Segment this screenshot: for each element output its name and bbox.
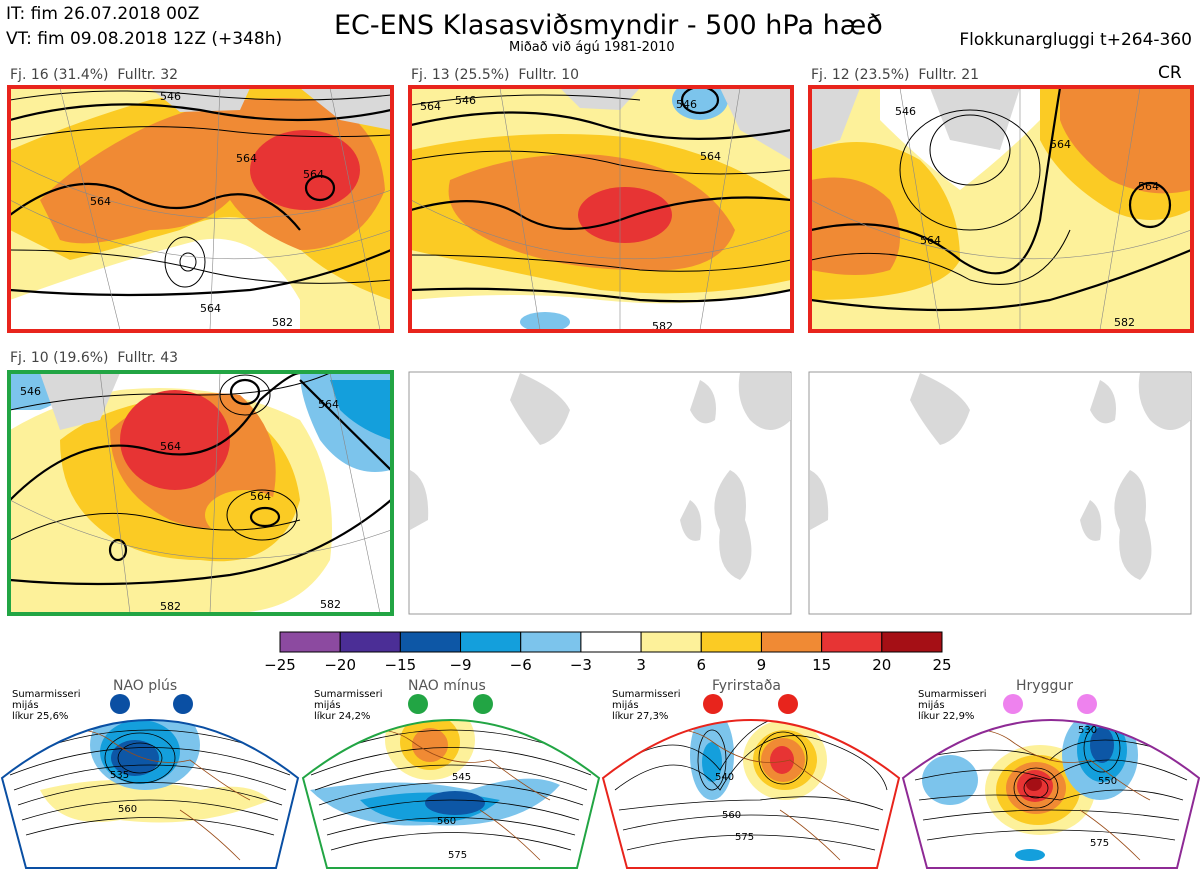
svg-text:564: 564 [90, 195, 111, 208]
page-subtitle: Miðað við ágú 1981-2010 [509, 40, 675, 55]
colorbar-bin [700, 631, 762, 653]
colorbar-bin [520, 631, 582, 653]
svg-text:582: 582 [1114, 316, 1135, 329]
svg-text:545: 545 [452, 772, 471, 783]
svg-text:546: 546 [455, 94, 476, 107]
cluster-map-4: 546 564 564 564 582 582 [10, 373, 391, 613]
colorbar-tick-label: −25 [264, 656, 296, 674]
cluster-map-3: 546 564 564 564 582 [811, 88, 1191, 330]
regime-name-4: Hryggur [1016, 678, 1073, 694]
regime-name-2: NAO mínus [408, 678, 486, 694]
svg-text:582: 582 [160, 600, 181, 613]
initial-time: IT: fim 26.07.2018 00Z [6, 4, 200, 24]
svg-text:564: 564 [1050, 138, 1071, 151]
colorbar-bin [760, 631, 823, 653]
svg-text:530: 530 [1078, 725, 1097, 736]
svg-text:564: 564 [200, 302, 221, 315]
svg-text:535: 535 [110, 770, 129, 781]
svg-text:550: 550 [1098, 776, 1117, 787]
svg-text:Sumarmisseri: Sumarmisseri [314, 689, 382, 700]
colorbar-bin [580, 631, 642, 653]
svg-text:564: 564 [250, 490, 271, 503]
regime-panel-blocking: Fyrirstaða Sumarmisseri mijás líkur 27,3… [601, 678, 901, 869]
colorbar-bin [399, 631, 462, 653]
colorbar-bin [460, 631, 522, 653]
svg-text:546: 546 [676, 98, 697, 111]
svg-text:mijás: mijás [612, 699, 639, 711]
svg-text:540: 540 [715, 772, 734, 783]
cluster-frame-3 [808, 85, 1194, 333]
colorbar-bin [279, 631, 341, 653]
svg-text:564: 564 [236, 152, 257, 165]
regime-name-1: NAO plús [113, 678, 177, 694]
cluster-map-2: 564 546 546 564 582 [411, 88, 791, 333]
forecast-window: Flokkunargluggi t+264-360 [959, 30, 1192, 50]
colorbar-tick-label: 9 [757, 656, 767, 674]
cluster-frame-4 [7, 370, 394, 616]
colorbar-tick-label: 15 [812, 656, 831, 674]
colorbar-tick-label: 3 [636, 656, 646, 674]
svg-text:564: 564 [420, 100, 441, 113]
svg-text:546: 546 [20, 385, 41, 398]
cluster-frame-1 [7, 85, 394, 333]
colorbar: −25 −20 −15 −9 −6 −3 3 6 9 15 20 25 [264, 631, 952, 674]
svg-text:Sumarmisseri: Sumarmisseri [918, 689, 986, 700]
svg-text:líkur 22,9%: líkur 22,9% [918, 710, 974, 722]
panel-4-label: Fj. 10 (19.6%) Fulltr. 43 [10, 350, 179, 366]
svg-text:564: 564 [700, 150, 721, 163]
svg-text:546: 546 [895, 105, 916, 118]
valid-time: VT: fim 09.08.2018 12Z (+348h) [6, 29, 283, 49]
colorbar-tick-label: −20 [324, 656, 356, 674]
svg-text:líkur 25,6%: líkur 25,6% [12, 710, 68, 722]
cluster-frame-2 [408, 85, 794, 333]
svg-text:564: 564 [160, 440, 181, 453]
svg-text:560: 560 [722, 810, 741, 821]
svg-text:Sumarmisseri: Sumarmisseri [612, 689, 680, 700]
svg-text:mijás: mijás [918, 699, 945, 711]
panel-3-label: Fj. 12 (23.5%) Fulltr. 21 [811, 67, 980, 83]
regime-panel-ridge: Hryggur Sumarmisseri mijás líkur 22,9% 5… [901, 678, 1200, 869]
panel-2-label: Fj. 13 (25.5%) Fulltr. 10 [411, 67, 580, 83]
svg-text:564: 564 [303, 168, 324, 181]
svg-text:582: 582 [272, 316, 293, 329]
svg-text:575: 575 [1090, 838, 1109, 849]
colorbar-tick-label: 20 [872, 656, 891, 674]
colorbar-tick-label: −9 [449, 656, 471, 674]
svg-text:560: 560 [118, 804, 137, 815]
colorbar-tick-label: −15 [385, 656, 417, 674]
svg-text:Sumarmisseri: Sumarmisseri [12, 689, 80, 700]
regime-panel-nao-minus: NAO mínus Sumarmisseri mijás líkur 24,2%… [301, 678, 601, 869]
svg-text:mijás: mijás [314, 699, 341, 711]
colorbar-tick-label: −3 [570, 656, 592, 674]
regime-panel-nao-plus: NAO plús Sumarmisseri mijás líkur 25,6% … [0, 678, 300, 869]
svg-text:564: 564 [318, 398, 339, 411]
empty-map-6 [808, 371, 1192, 615]
cr-badge: CR [1158, 63, 1182, 83]
colorbar-bin [640, 631, 702, 653]
svg-text:582: 582 [652, 320, 673, 333]
colorbar-bin [821, 631, 883, 653]
cluster-map-1: 546 564 564 564 564 582 [10, 88, 391, 330]
regime-name-3: Fyrirstaða [712, 678, 781, 694]
svg-text:líkur 27,3%: líkur 27,3% [612, 710, 668, 722]
svg-text:575: 575 [735, 832, 754, 843]
svg-text:575: 575 [448, 850, 467, 861]
panel-1-label: Fj. 16 (31.4%) Fulltr. 32 [10, 67, 179, 83]
empty-map-5 [408, 371, 792, 615]
svg-text:560: 560 [437, 816, 456, 827]
svg-text:564: 564 [1138, 180, 1159, 193]
page-title: EC-ENS Klasasviðsmyndir - 500 hPa hæð [334, 10, 883, 41]
svg-text:546: 546 [160, 90, 181, 103]
svg-text:582: 582 [320, 598, 341, 611]
colorbar-bin [881, 631, 943, 653]
colorbar-tick-label: −6 [510, 656, 532, 674]
colorbar-bin [339, 631, 401, 653]
svg-text:líkur 24,2%: líkur 24,2% [314, 710, 370, 722]
svg-text:564: 564 [920, 234, 941, 247]
svg-text:mijás: mijás [12, 699, 39, 711]
colorbar-tick-label: 6 [696, 656, 706, 674]
colorbar-tick-label: 25 [932, 656, 951, 674]
